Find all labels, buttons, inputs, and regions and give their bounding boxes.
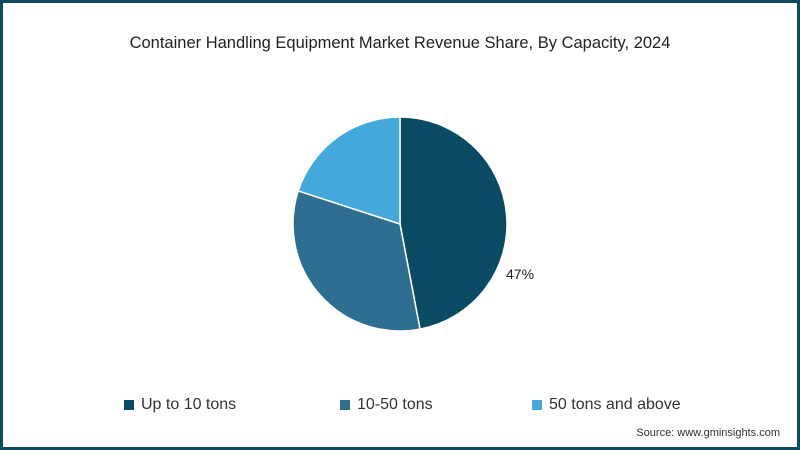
chart-title: Container Handling Equipment Market Reve… (129, 34, 671, 52)
legend-swatch-icon (340, 400, 350, 410)
legend: Up to 10 tons 10-50 tons 50 tons and abo… (0, 396, 800, 416)
legend-swatch-icon (532, 400, 542, 410)
source-note: Source: www.gminsights.com (636, 427, 780, 439)
pie-slice-up-to-10-tons (399, 116, 508, 330)
legend-swatch-icon (124, 400, 134, 410)
pie-slice-50-tons-and-above (297, 116, 401, 226)
legend-label: 10-50 tons (357, 396, 433, 413)
legend-item-50-tons-and-above: 50 tons and above (532, 396, 681, 414)
slice-label-up-to-10-tons: 47% (506, 266, 534, 282)
legend-item-10-50-tons: 10-50 tons (340, 396, 433, 414)
legend-label: Up to 10 tons (141, 396, 237, 413)
pie-slices (292, 116, 508, 332)
legend-label: 50 tons and above (549, 396, 681, 413)
legend-item-up-to-10-tons: Up to 10 tons (124, 396, 236, 414)
pie-slice-10-50-tons (292, 189, 421, 332)
